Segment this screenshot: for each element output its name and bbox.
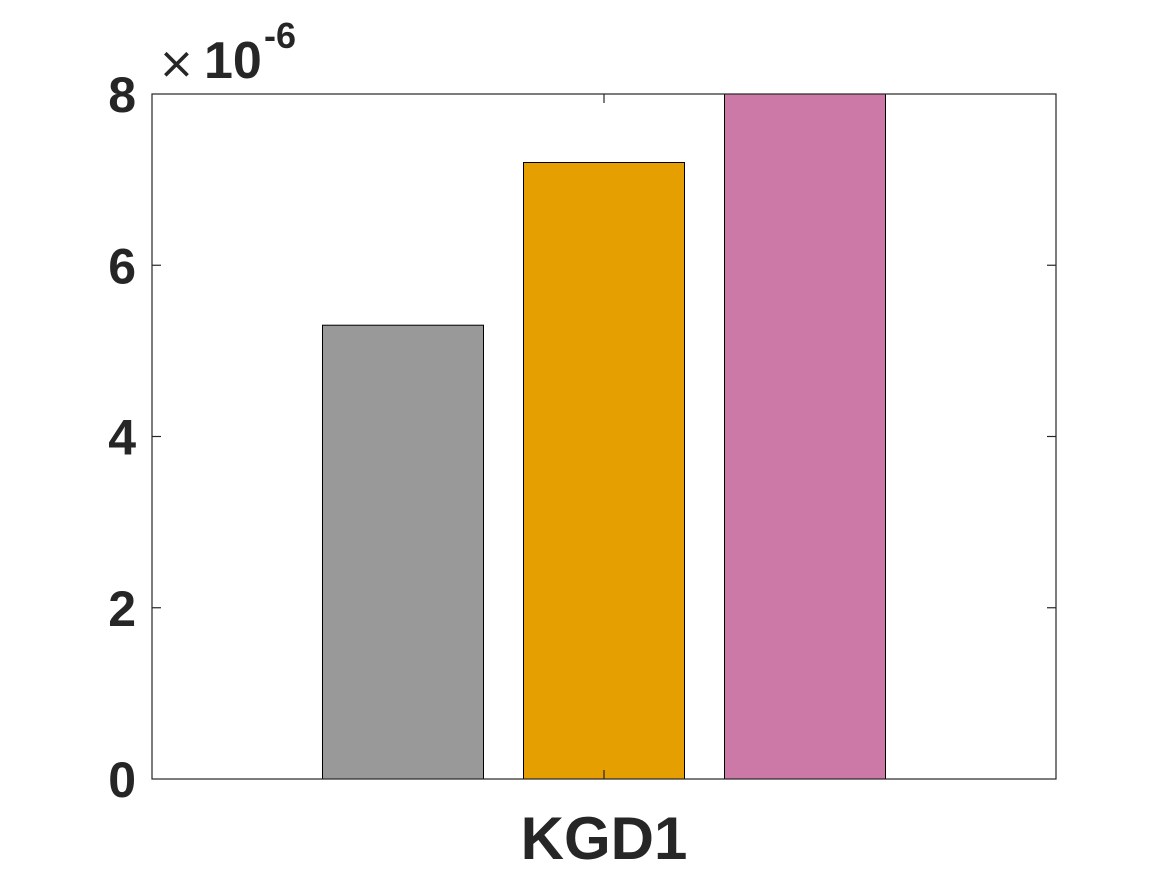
y-tick-label: 0 xyxy=(108,752,136,808)
bars xyxy=(322,93,886,780)
bar-series-2-kgd1 xyxy=(523,162,685,780)
y-axis-exponent-label: × 10 -6 xyxy=(158,15,296,90)
y-tick-label: 8 xyxy=(108,67,136,123)
y-tick-labels: 0 2 4 6 8 xyxy=(108,67,136,808)
bar-series-3-kgd1 xyxy=(724,93,886,780)
y-tick-label: 6 xyxy=(108,238,136,294)
exponent-times-sign: × xyxy=(158,38,195,89)
axis-ticks xyxy=(152,94,1056,779)
x-tick-label-kgd1: KGD1 xyxy=(521,805,688,872)
y-tick-label: 2 xyxy=(108,581,136,637)
y-tick-label: 4 xyxy=(108,410,136,466)
exponent-power: -6 xyxy=(264,15,296,56)
bar-series-1-kgd1 xyxy=(322,324,484,780)
x-tick-labels: KGD1 xyxy=(521,805,688,872)
exponent-base: 10 xyxy=(204,32,262,90)
